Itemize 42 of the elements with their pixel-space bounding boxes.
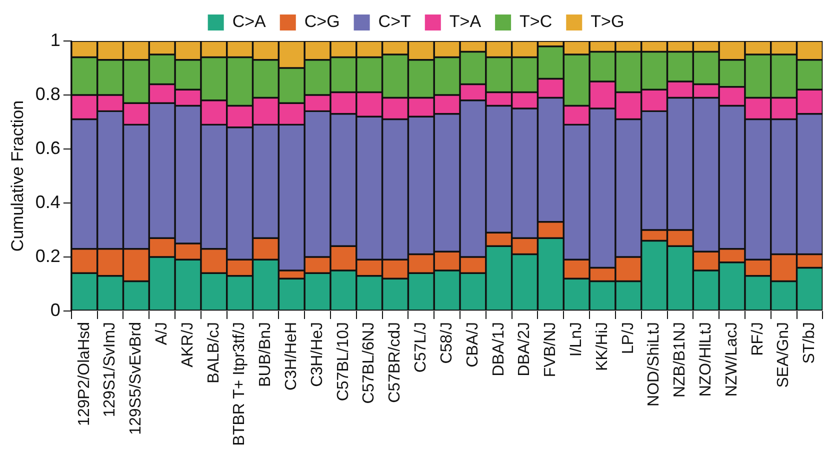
x-tick-label: NZB/B1NJ [672,322,689,398]
x-tick-label: BUB/BnJ [257,322,274,387]
x-tick-label: NZO/HlLtJ [698,322,715,397]
x-tick-label: C57BR/cdJ [386,322,404,403]
x-tick-label: AKR/J [179,322,196,368]
x-tick-label: C58/J [438,322,456,364]
x-tick-label: C57BL/6NJ [360,322,378,404]
x-tick-label: SEA/GnJ [775,322,792,388]
x-tick-label: 129S5/SvEvBrd [128,322,145,435]
x-tick-label: C57L/J [412,322,430,373]
x-tick-label: C57BL/10J [334,322,352,402]
legend-label: T>A [449,12,482,32]
legend-label: T>G [590,12,624,32]
x-tick-label: LP/J [620,322,637,354]
x-tick-label: DBA/1J [490,322,508,376]
x-tick-label: DBA/2J [516,322,534,376]
x-tick-label: 129S1/SvImJ [102,322,119,418]
x-tick-label: NZW/LacJ [723,322,740,397]
x-tick-label: BTBR T+ Itpr3tf/J [231,322,248,446]
x-tick-label: I/LnJ [568,322,585,357]
y-tick-label: 0 [50,300,60,320]
y-tick-label: 0.4 [35,192,60,212]
y-tick-label: 0.6 [35,138,60,158]
legend-label: C>T [378,12,411,32]
x-tick-label: 129P2/OlaHsd [76,322,93,426]
x-tick-label: FVB/NJ [542,322,560,378]
y-tick-label: 1 [50,30,60,50]
legend-label: C>G [304,12,340,32]
x-tick-label: CBA/J [464,322,482,368]
legend-label: T>C [520,12,552,32]
x-tick-label: NOD/ShiLtJ [646,322,663,406]
x-tick-label: C3H/HeH [283,322,300,390]
y-tick-label: 0.2 [35,246,60,266]
x-tick-label: A/J [154,322,170,346]
x-tick-label: RF/J [749,322,766,356]
x-tick-label: KK/HiJ [594,322,611,371]
x-tick-label: C3H/HeJ [308,322,326,387]
x-tick-label: BALB/cJ [205,322,222,384]
y-axis-title: Cumulative Fraction [8,100,27,252]
y-tick-label: 0.8 [35,84,60,104]
legend-label: C>A [232,12,267,32]
x-tick-label: ST/bJ [801,322,818,364]
